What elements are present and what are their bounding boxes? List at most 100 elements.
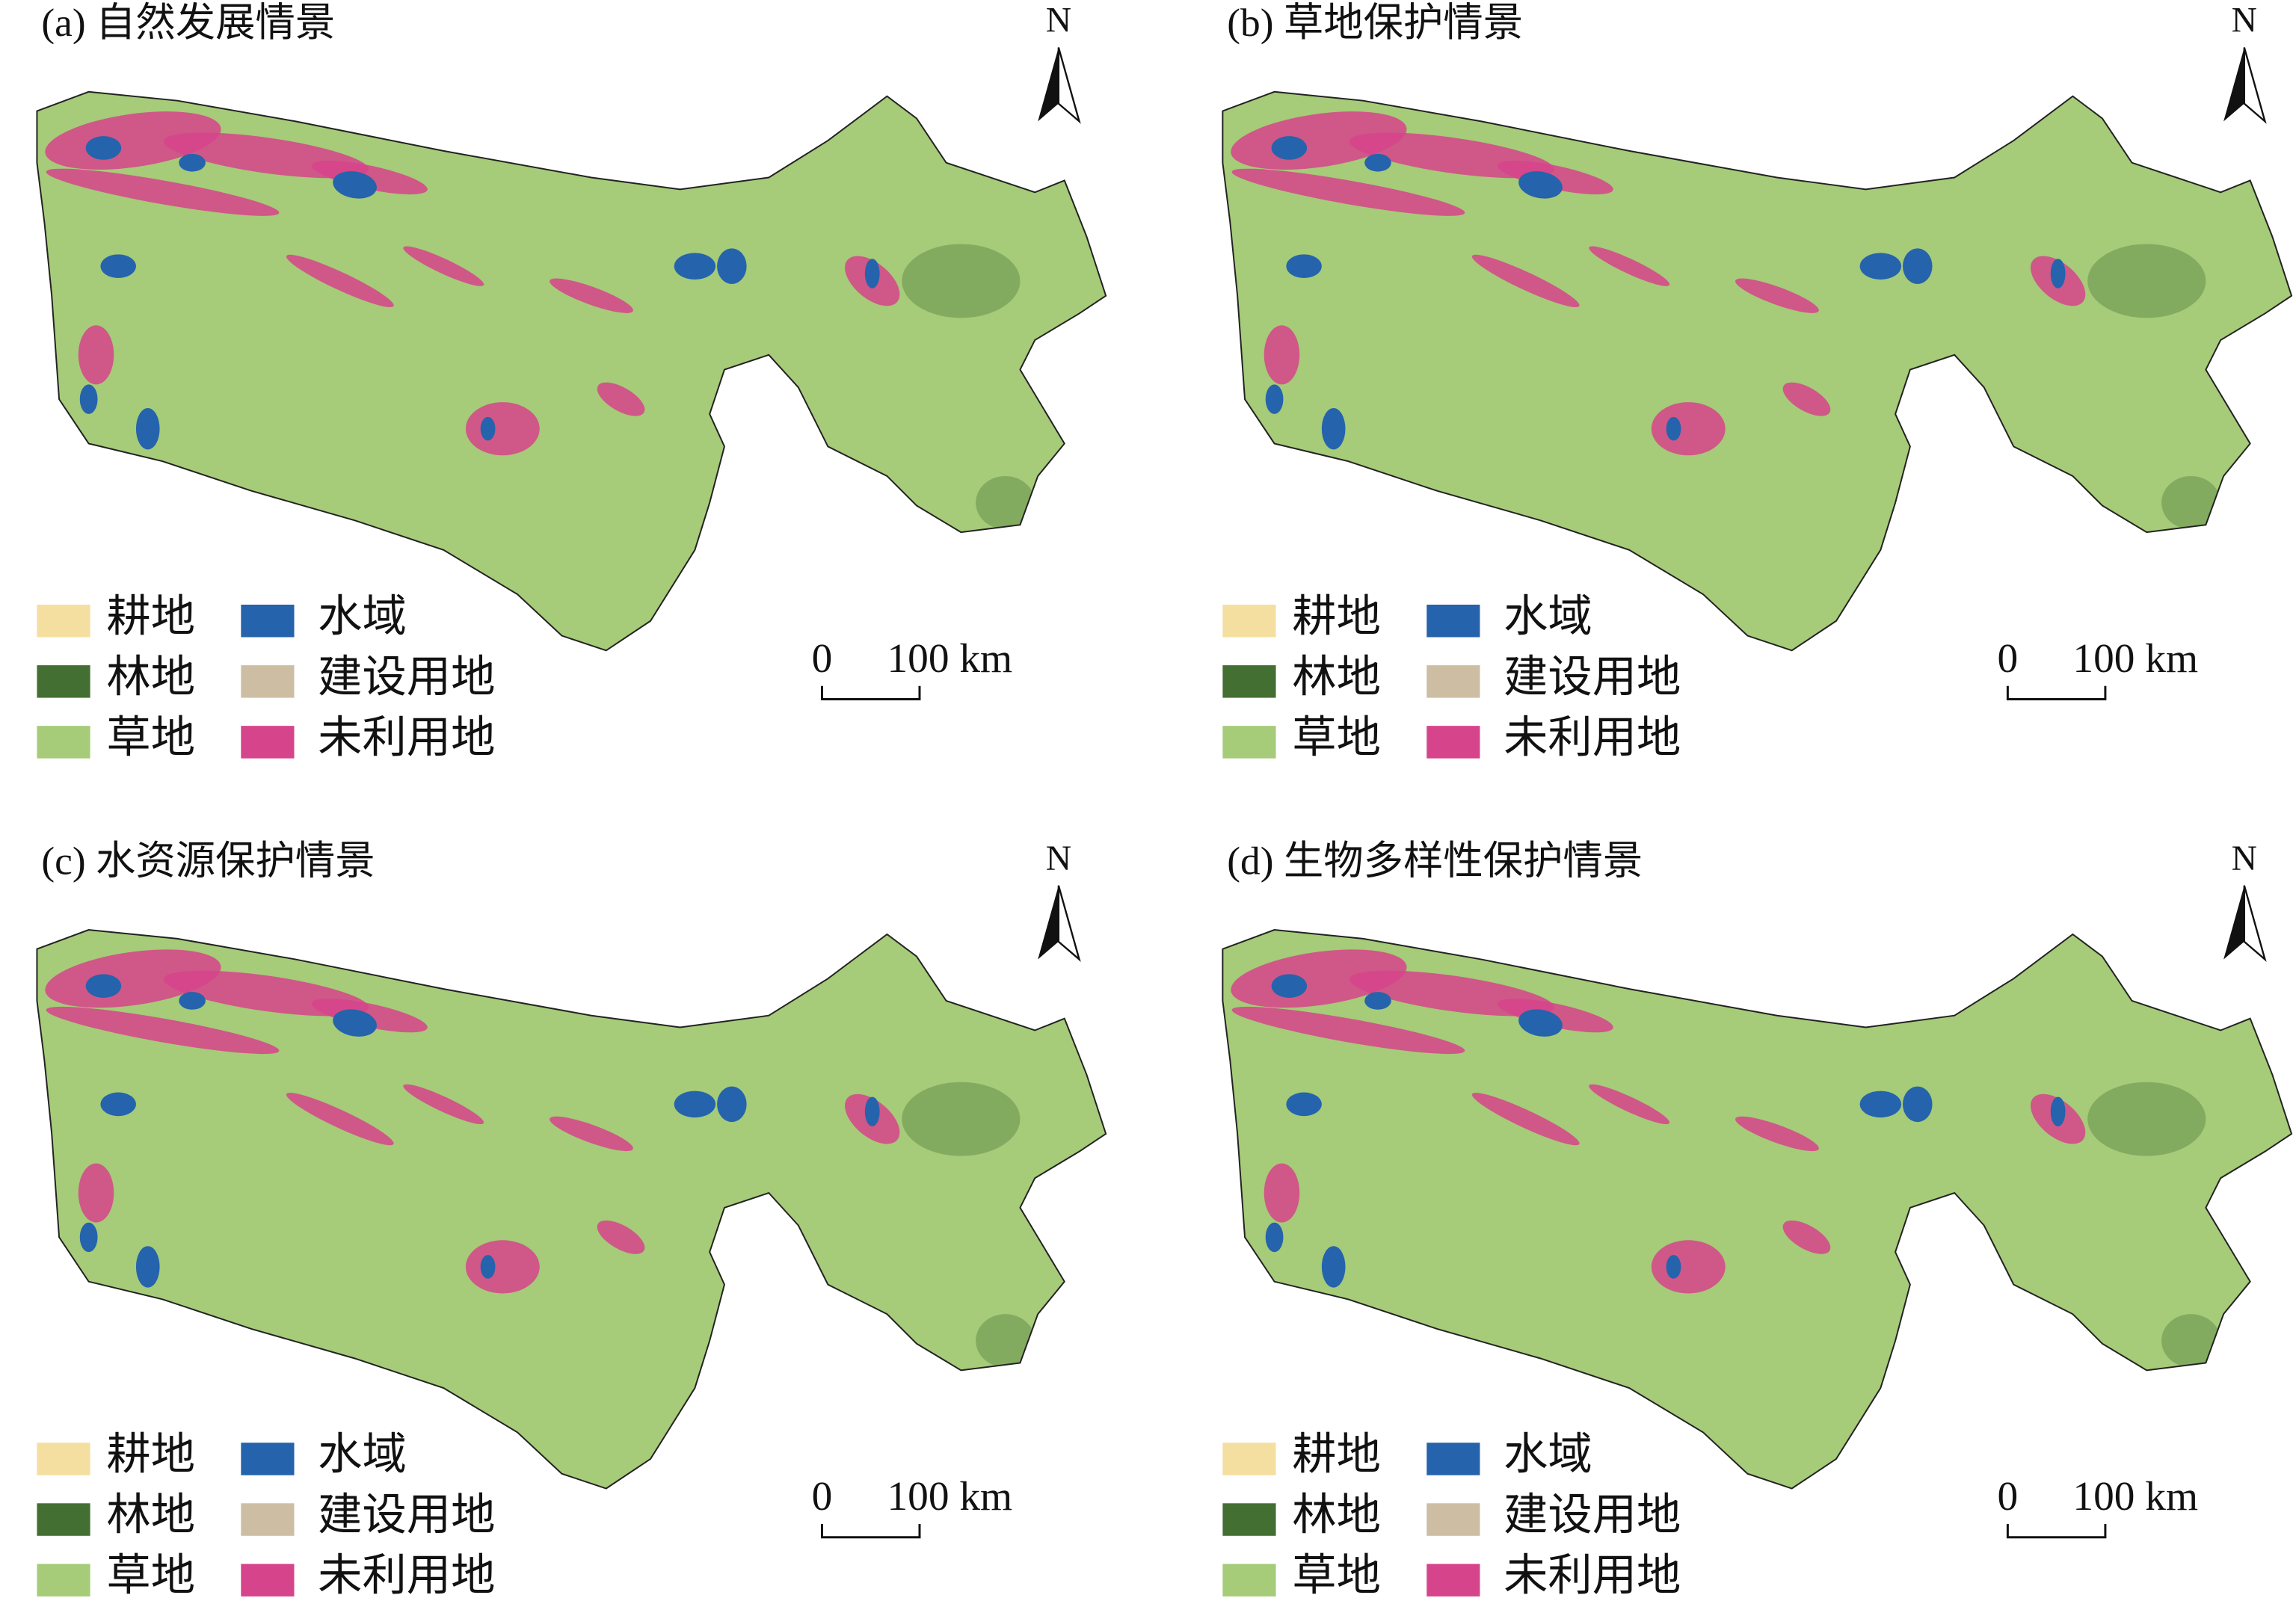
legend-swatch [241, 604, 295, 638]
legend-label: 水域 [1504, 1430, 1592, 1479]
legend-swatch [1222, 665, 1276, 698]
legend-swatch [1426, 1503, 1480, 1536]
unused-land-area [1231, 168, 1465, 216]
water-area [1286, 254, 1322, 278]
scale-bar [820, 685, 921, 701]
unused-land-area [403, 246, 484, 286]
north-label: N [1046, 1, 1071, 40]
north-arrow-left [2223, 47, 2244, 122]
scale-end: 100 km [887, 635, 1012, 681]
legend-swatch [1222, 726, 1276, 759]
water-area [1271, 136, 1308, 160]
legend-swatch [241, 1443, 295, 1475]
north-arrow-right [2243, 47, 2267, 124]
map-base [37, 91, 1107, 651]
water-area [1859, 253, 1902, 280]
unused-land-area [465, 1240, 540, 1294]
legend-label: 林地 [106, 652, 195, 701]
map [37, 930, 1107, 1489]
legend-label: 林地 [1292, 652, 1381, 701]
forest-area [2087, 244, 2206, 318]
legend-label: 林地 [1292, 1490, 1381, 1540]
unused-land-area [1735, 1116, 1819, 1152]
legend-swatch [1426, 1564, 1480, 1597]
unused-land-area [1231, 1006, 1465, 1055]
legend-swatch [37, 1503, 90, 1536]
water-area [135, 1246, 160, 1288]
unused-land-area [1735, 278, 1819, 313]
unused-land-area [1782, 1220, 1831, 1254]
map-base [1222, 930, 2292, 1489]
scale-end: 100 km [887, 1473, 1012, 1519]
north-label: N [1046, 839, 1071, 878]
scale-bar [2006, 1523, 2107, 1539]
panel-title: (b) 草地保护情景 [1227, 0, 1523, 45]
forest-area [2161, 475, 2221, 530]
unused-land-area [1782, 382, 1831, 416]
map [37, 91, 1107, 651]
water-area [1666, 416, 1681, 441]
north-arrow-right [1057, 47, 1081, 124]
unused-land-area [45, 111, 221, 170]
scale-start: 0 [1998, 635, 2019, 681]
map [1222, 91, 2292, 651]
water-area [100, 254, 136, 278]
water-area [717, 248, 747, 284]
map-outline [36, 90, 1107, 652]
water-area [179, 153, 206, 172]
legend-label: 草地 [106, 1551, 195, 1600]
water-area [100, 1092, 136, 1117]
legend-swatch [37, 726, 90, 759]
north-arrow-right [2243, 885, 2267, 963]
water-area [1271, 974, 1308, 998]
unused-land-area [1651, 402, 1726, 456]
legend-swatch [37, 1443, 90, 1475]
water-area [1518, 171, 1563, 199]
water-area [674, 1091, 716, 1118]
legend-swatch [1426, 665, 1480, 698]
water-area [1518, 1009, 1563, 1037]
legend-swatch [241, 1564, 295, 1597]
legend-label: 林地 [106, 1490, 195, 1540]
unused-land-area [1471, 254, 1580, 308]
map-outline [1222, 90, 2293, 652]
legend-swatch [1222, 1564, 1276, 1597]
legend-label: 草地 [1292, 712, 1381, 762]
unused-land-area [286, 1093, 394, 1146]
forest-area [976, 475, 1035, 530]
legend-label: 耕地 [1292, 591, 1381, 641]
legend-label: 水域 [318, 1430, 407, 1479]
legend-label: 未利用地 [318, 1551, 495, 1600]
water-area [85, 974, 122, 998]
unused-land-area [550, 278, 633, 313]
map [1222, 930, 2292, 1489]
water-area [135, 407, 160, 450]
water-area [79, 384, 98, 414]
legend-swatch [1426, 604, 1480, 638]
unused-land-area [45, 949, 221, 1008]
water-area [1666, 1255, 1681, 1279]
unused-land-area [1264, 325, 1300, 385]
north-arrow-left [1038, 47, 1059, 122]
unused-land-area [1589, 246, 1670, 286]
legend-label: 建设用地 [1504, 652, 1681, 701]
forest-area [902, 244, 1021, 318]
legend-label: 未利用地 [318, 712, 495, 762]
legend-swatch [1222, 1443, 1276, 1475]
unused-land-area [550, 1116, 633, 1152]
forest-area [2161, 1314, 2221, 1368]
unused-land-area [286, 254, 394, 308]
scale-start: 0 [812, 635, 833, 681]
map-outline [1222, 929, 2293, 1490]
unused-land-area [1471, 1093, 1580, 1146]
legend-label: 未利用地 [1504, 1551, 1681, 1600]
forest-area [976, 1314, 1035, 1368]
legend-swatch [37, 604, 90, 638]
unused-land-area [465, 402, 540, 456]
forest-area [2087, 1082, 2206, 1156]
panel-title: (d) 生物多样性保护情景 [1227, 838, 1643, 883]
north-arrow-left [2223, 885, 2244, 960]
